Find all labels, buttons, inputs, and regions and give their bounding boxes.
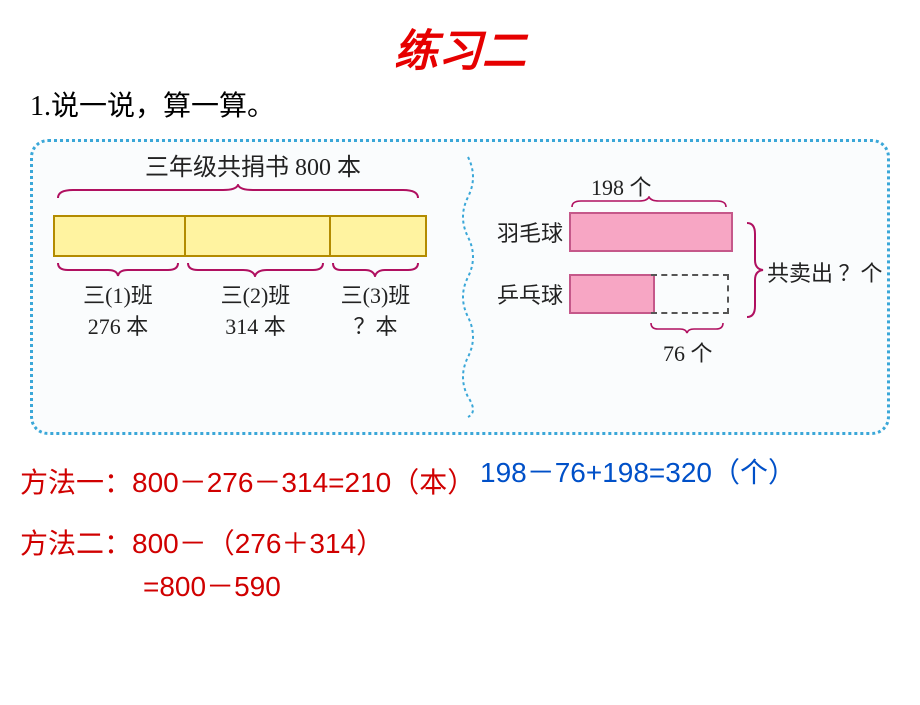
- pingpong-label: 乒乓球: [483, 278, 563, 310]
- pingpong-dashed: [651, 274, 729, 314]
- right-diagram: 198 个 羽毛球 乒乓球 共卖出 ？个 76 个: [483, 172, 883, 318]
- wavy-divider: [453, 152, 483, 422]
- top-brace: [53, 184, 423, 202]
- bar-class1: [55, 217, 186, 255]
- bar-class3: [331, 217, 425, 255]
- method2-line2: =800－590: [143, 565, 920, 605]
- total-sold-label: 共卖出 ？个: [767, 256, 883, 288]
- solutions-area: 198－76+198=320（个） 方法一：800－276－314=210（本）…: [0, 461, 920, 605]
- method2-line1: 方法二：800－（276＋314）: [20, 525, 920, 563]
- bar-class2: [186, 217, 331, 255]
- class2-value: 314 本: [183, 312, 328, 343]
- class3-label: 三(3)班 ？本: [328, 281, 423, 343]
- solution-right: 198－76+198=320（个）: [480, 455, 910, 491]
- badminton-bar: [569, 212, 733, 252]
- class3-value: ？本: [328, 312, 423, 343]
- badminton-row: 羽毛球: [483, 208, 883, 256]
- diff-brace: [648, 320, 726, 334]
- badminton-label: 羽毛球: [483, 216, 563, 248]
- class2-label: 三(2)班 314 本: [183, 281, 328, 343]
- books-total-label: 三年级共捐书 800 本: [53, 147, 453, 182]
- bottom-braces: [53, 259, 423, 277]
- left-diagram: 三年级共捐书 800 本 三(1)班 276 本 三(2)班 314 本 三(3…: [53, 147, 453, 343]
- question-prompt: 1.说一说，算一算。: [30, 84, 920, 124]
- class1-name: 三(1)班: [53, 281, 183, 312]
- class2-name: 三(2)班: [183, 281, 328, 312]
- class3-name: 三(3)班: [328, 281, 423, 312]
- pingpong-bar: [569, 274, 655, 314]
- diagram-box: 三年级共捐书 800 本 三(1)班 276 本 三(2)班 314 本 三(3…: [30, 139, 890, 435]
- book-bars: [53, 215, 427, 257]
- class-labels: 三(1)班 276 本 三(2)班 314 本 三(3)班 ？本: [53, 281, 423, 343]
- class1-label: 三(1)班 276 本: [53, 281, 183, 343]
- class1-value: 276 本: [53, 312, 183, 343]
- total-brace: [743, 220, 765, 320]
- diff-count: 76 个: [663, 336, 713, 368]
- page-title: 练习二: [0, 15, 920, 79]
